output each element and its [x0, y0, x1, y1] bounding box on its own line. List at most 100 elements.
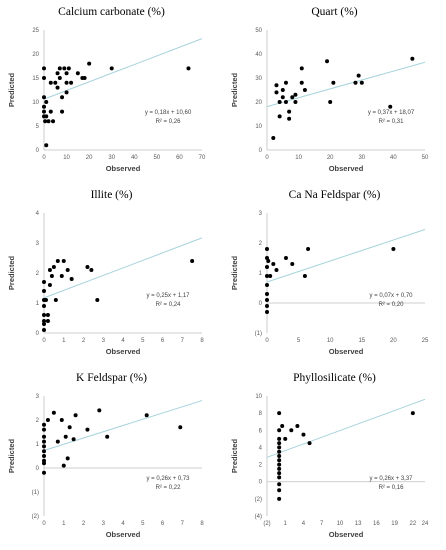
y-axis-label: Predicted [230, 255, 239, 290]
trendline [266, 61, 426, 108]
data-point [42, 434, 46, 439]
y-tick-label: 5 [36, 124, 40, 130]
x-tick-label: 7 [320, 521, 324, 527]
data-point [64, 90, 69, 95]
data-point [48, 80, 53, 85]
data-point [67, 425, 72, 430]
y-tick-label: (1) [255, 331, 262, 337]
y-tick-label: 10 [255, 394, 262, 400]
data-point [43, 119, 48, 124]
data-point [45, 313, 50, 317]
data-point [73, 413, 78, 418]
x-tick-label: 13 [355, 521, 362, 527]
data-point [44, 143, 49, 148]
data-point [280, 95, 285, 100]
data-point [42, 461, 46, 466]
data-point [69, 80, 74, 85]
y-tick-label: 0 [36, 148, 40, 154]
data-point [64, 80, 69, 85]
x-tick-label: 22 [410, 521, 417, 527]
trendline [43, 400, 203, 451]
data-point [265, 298, 269, 302]
y-tick-label: 1 [259, 271, 263, 277]
data-point [388, 104, 393, 109]
data-point [277, 466, 282, 471]
y-tick-label: 1 [36, 442, 40, 448]
data-point [75, 71, 80, 76]
data-point [293, 92, 298, 97]
data-point [59, 418, 64, 422]
y-tick-label: 20 [32, 52, 39, 58]
data-point [46, 119, 51, 124]
data-point [59, 274, 64, 278]
data-point [42, 470, 46, 475]
data-point [42, 313, 46, 317]
trendline-equation: y = 0,18x + 10,60 [145, 110, 192, 116]
data-point [277, 482, 282, 487]
data-point [271, 136, 276, 140]
data-point [283, 436, 288, 441]
data-point [274, 83, 279, 88]
x-tick-label: 20 [327, 155, 334, 161]
x-axis-label: Observed [329, 164, 364, 173]
x-tick-label: 10 [327, 338, 334, 344]
y-tick-label: 40 [255, 52, 262, 58]
data-point [410, 56, 415, 61]
x-tick-label: 5 [141, 521, 145, 527]
y-axis-label: Predicted [7, 72, 16, 107]
r-squared-label: R² = 0,24 [156, 302, 182, 308]
y-tick-label: 2 [36, 418, 40, 424]
y-tick-label: 0 [259, 148, 263, 154]
data-point [277, 449, 282, 454]
data-point [391, 247, 396, 251]
data-point [277, 428, 282, 433]
x-tick-label: 4 [302, 521, 306, 527]
y-tick-label: (1) [32, 490, 39, 496]
data-point [359, 80, 364, 85]
data-point [277, 411, 282, 416]
data-point [301, 432, 306, 437]
x-axis-label: Observed [106, 164, 141, 173]
data-point [42, 95, 46, 100]
data-point [55, 439, 60, 444]
data-point [277, 471, 282, 476]
data-point [280, 88, 285, 92]
r-squared-label: R² = 0,26 [156, 119, 182, 125]
data-point [87, 61, 92, 66]
y-tick-label: 2 [259, 241, 263, 247]
data-point [271, 262, 276, 266]
data-point [265, 256, 269, 260]
data-point [42, 76, 46, 80]
y-axis-label: Predicted [7, 438, 16, 473]
data-point [57, 66, 62, 71]
y-tick-label: 3 [259, 211, 263, 217]
data-point [277, 441, 282, 446]
trendline [266, 398, 426, 458]
data-point [85, 427, 90, 432]
trendline [266, 229, 426, 283]
chart-svg: 0 5 10 15 20 25 0 10 20 30 40 50 60 70 y = 0,18x + 10,… [7, 28, 206, 173]
data-point [356, 73, 361, 78]
x-tick-label: 3 [102, 521, 106, 527]
data-point [42, 454, 46, 458]
x-tick-label: 0 [265, 155, 269, 161]
x-tick-label: 8 [200, 521, 204, 527]
chart-svg: 0 10 20 30 40 50 0 10 20 30 40 50 y = 0,37x + 18,07 R… [230, 28, 429, 173]
x-tick-label: 1 [284, 521, 288, 527]
x-tick-label: 0 [42, 338, 46, 344]
data-point [277, 496, 282, 501]
data-point [64, 71, 69, 76]
chart-title: Illite (%) [90, 189, 133, 201]
data-point [65, 456, 70, 461]
data-point [268, 274, 273, 278]
data-point [302, 274, 307, 278]
chart-phyllosilicate: Phyllosilicate (%) (4) (2) 0 2 4 6 8 10 (2) 1 4 7 10… [223, 366, 446, 549]
data-point [277, 462, 282, 467]
y-axis-label: Predicted [7, 255, 16, 290]
y-tick-label: (4) [255, 514, 262, 520]
data-point [331, 80, 336, 85]
x-tick-label: 40 [131, 155, 138, 161]
data-point [71, 437, 76, 442]
x-tick-label: 2 [82, 521, 86, 527]
